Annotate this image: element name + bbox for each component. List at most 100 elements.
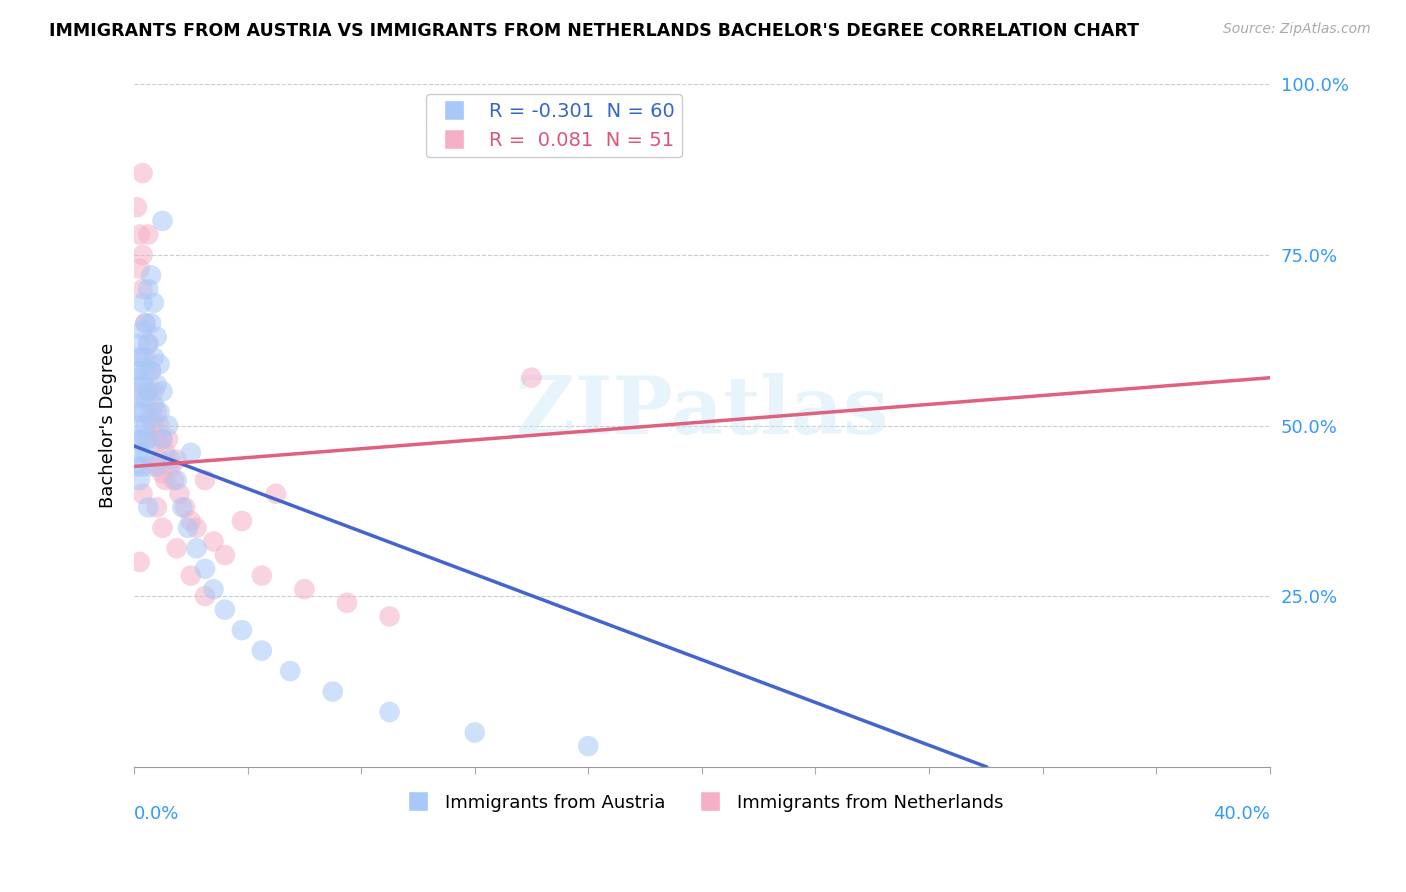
Point <box>131 166 153 180</box>
Point <box>125 459 148 474</box>
Point <box>186 521 208 535</box>
Point <box>148 405 170 419</box>
Point <box>152 432 174 446</box>
Point <box>139 364 162 378</box>
Point <box>125 405 148 419</box>
Point <box>142 384 165 399</box>
Point <box>278 664 301 678</box>
Point <box>180 446 202 460</box>
Point <box>136 336 159 351</box>
Point <box>169 487 191 501</box>
Point <box>264 487 287 501</box>
Point <box>186 541 208 556</box>
Point <box>128 384 150 399</box>
Point <box>148 452 170 467</box>
Point <box>152 521 174 535</box>
Point <box>131 282 153 296</box>
Point <box>250 643 273 657</box>
Point <box>166 452 188 467</box>
Point <box>136 227 159 242</box>
Point <box>136 384 159 399</box>
Point <box>128 418 150 433</box>
Point <box>136 282 159 296</box>
Point <box>194 562 217 576</box>
Point <box>148 418 170 433</box>
Point <box>202 534 225 549</box>
Point <box>139 405 162 419</box>
Point <box>378 705 401 719</box>
Text: Source: ZipAtlas.com: Source: ZipAtlas.com <box>1223 22 1371 37</box>
Point <box>152 467 174 481</box>
Point <box>157 418 180 433</box>
Point <box>134 316 156 330</box>
Point <box>194 589 217 603</box>
Point <box>128 555 150 569</box>
Point <box>174 500 197 515</box>
Point <box>142 351 165 365</box>
Point <box>145 432 167 446</box>
Point <box>145 377 167 392</box>
Point <box>231 514 253 528</box>
Text: 0.0%: 0.0% <box>134 805 180 823</box>
Point <box>131 323 153 337</box>
Point <box>145 459 167 474</box>
Point <box>166 473 188 487</box>
Point <box>163 473 186 487</box>
Point <box>214 603 236 617</box>
Point <box>139 364 162 378</box>
Legend: Immigrants from Austria, Immigrants from Netherlands: Immigrants from Austria, Immigrants from… <box>392 787 1011 819</box>
Point <box>145 500 167 515</box>
Point <box>576 739 599 753</box>
Point <box>250 568 273 582</box>
Point <box>125 432 148 446</box>
Point <box>214 548 236 562</box>
Point <box>160 459 183 474</box>
Point <box>134 391 156 405</box>
Point <box>134 351 156 365</box>
Point <box>128 336 150 351</box>
Point <box>128 446 150 460</box>
Point <box>139 268 162 283</box>
Point <box>136 384 159 399</box>
Point <box>378 609 401 624</box>
Point <box>128 473 150 487</box>
Point <box>145 330 167 344</box>
Point <box>322 684 344 698</box>
Point <box>142 398 165 412</box>
Point <box>131 248 153 262</box>
Point <box>131 487 153 501</box>
Point <box>194 473 217 487</box>
Point <box>131 405 153 419</box>
Y-axis label: Bachelor's Degree: Bachelor's Degree <box>100 343 117 508</box>
Point <box>131 377 153 392</box>
Point <box>136 336 159 351</box>
Point <box>155 446 177 460</box>
Point <box>136 500 159 515</box>
Point <box>148 357 170 371</box>
Point <box>155 473 177 487</box>
Text: ZIPatlas: ZIPatlas <box>516 373 889 450</box>
Point <box>128 227 150 242</box>
Point <box>142 295 165 310</box>
Point <box>177 521 200 535</box>
Point <box>134 432 156 446</box>
Point <box>292 582 315 597</box>
Point <box>160 452 183 467</box>
Point <box>139 316 162 330</box>
Point <box>145 405 167 419</box>
Text: 40.0%: 40.0% <box>1213 805 1270 823</box>
Point <box>131 295 153 310</box>
Point <box>172 500 194 515</box>
Point <box>134 418 156 433</box>
Point <box>131 432 153 446</box>
Point <box>231 623 253 637</box>
Point <box>152 384 174 399</box>
Point <box>134 316 156 330</box>
Point <box>464 725 486 739</box>
Point <box>134 364 156 378</box>
Point <box>139 459 162 474</box>
Point <box>128 261 150 276</box>
Point <box>131 459 153 474</box>
Point <box>131 351 153 365</box>
Point <box>128 391 150 405</box>
